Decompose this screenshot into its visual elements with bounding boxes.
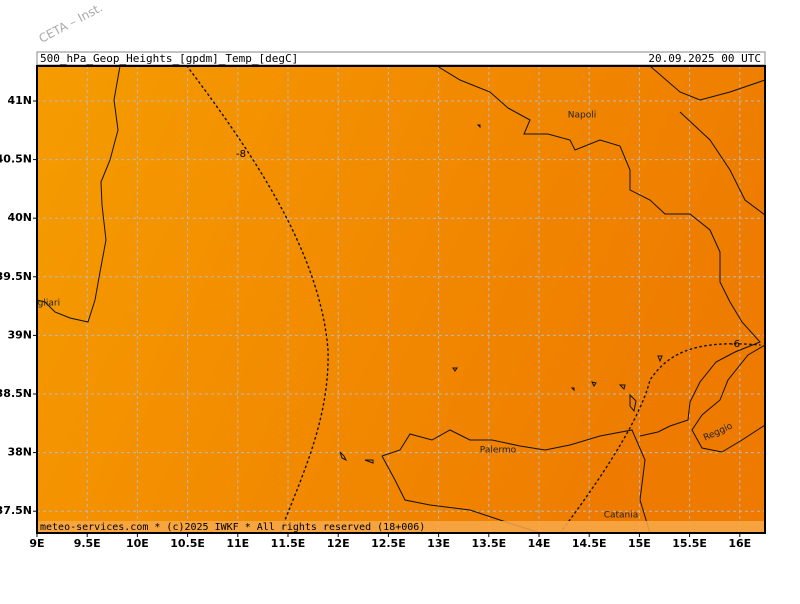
y-tick-label: 38N <box>7 446 32 459</box>
watermark: CETA – Inst. <box>36 0 104 45</box>
axis-ticks: 9E 9.5E 10E 10.5E 11E 11.5E 12E 12.5E 13E 13.5E 14… <box>0 94 751 550</box>
y-tick-label: 38.5N <box>0 387 32 400</box>
place-label: Napoli <box>568 111 596 121</box>
x-tick-label: 10E <box>126 537 149 550</box>
footer-bar <box>37 521 765 533</box>
y-tick-label: 37.5N <box>0 504 32 517</box>
x-tick-label: 14.5E <box>572 537 607 550</box>
x-tick-label: 16E <box>728 537 751 550</box>
y-tick-label: 41N <box>7 94 32 107</box>
islands <box>339 124 663 464</box>
x-tick-label: 12.5E <box>371 537 406 550</box>
warm-field <box>560 343 765 533</box>
y-tick-label: 39.5N <box>0 270 32 283</box>
header-datetime: 20.09.2025 00 UTC <box>648 52 761 65</box>
coastline-calabria <box>691 344 765 453</box>
x-tick-label: 13E <box>427 537 450 550</box>
map-frame <box>36 65 766 534</box>
contour-label: -8 <box>236 149 246 160</box>
contour-line <box>559 343 761 533</box>
place-label: Palermo <box>480 446 517 456</box>
map-area: -8 -6 Napoli Cagliari Palermo Catania Re… <box>26 66 765 533</box>
contour-label: -6 <box>730 339 740 350</box>
x-tick-label: 15E <box>628 537 651 550</box>
x-tick-label: 11E <box>226 537 249 550</box>
header-title: 500_hPa_Geop_Heights_[gpdm]_Temp_[degC] <box>40 52 298 65</box>
x-tick-label: 9.5E <box>74 537 101 550</box>
place-label: Catania <box>604 511 639 521</box>
x-tick-label: 12E <box>327 537 350 550</box>
y-tick-label: 39N <box>7 328 32 341</box>
x-tick-label: 15.5E <box>672 537 707 550</box>
x-tick-label: 14E <box>528 537 551 550</box>
x-tick-label: 9E <box>29 537 44 550</box>
coastline-inland <box>649 66 765 216</box>
x-tick-label: 11.5E <box>271 537 306 550</box>
coastline-mainland <box>436 66 761 437</box>
x-tick-label: 10.5E <box>170 537 205 550</box>
coastline-sardinia <box>37 66 121 323</box>
contour-line <box>186 66 329 533</box>
footer-credit: meteo-services.com * (c)2025 IWKF * All … <box>40 522 425 533</box>
x-tick-label: 13.5E <box>471 537 506 550</box>
place-label: Cagliari <box>26 299 60 309</box>
coastline-sicily <box>381 429 651 533</box>
y-tick-label: 40.5N <box>0 153 32 166</box>
y-tick-label: 40N <box>7 211 32 224</box>
